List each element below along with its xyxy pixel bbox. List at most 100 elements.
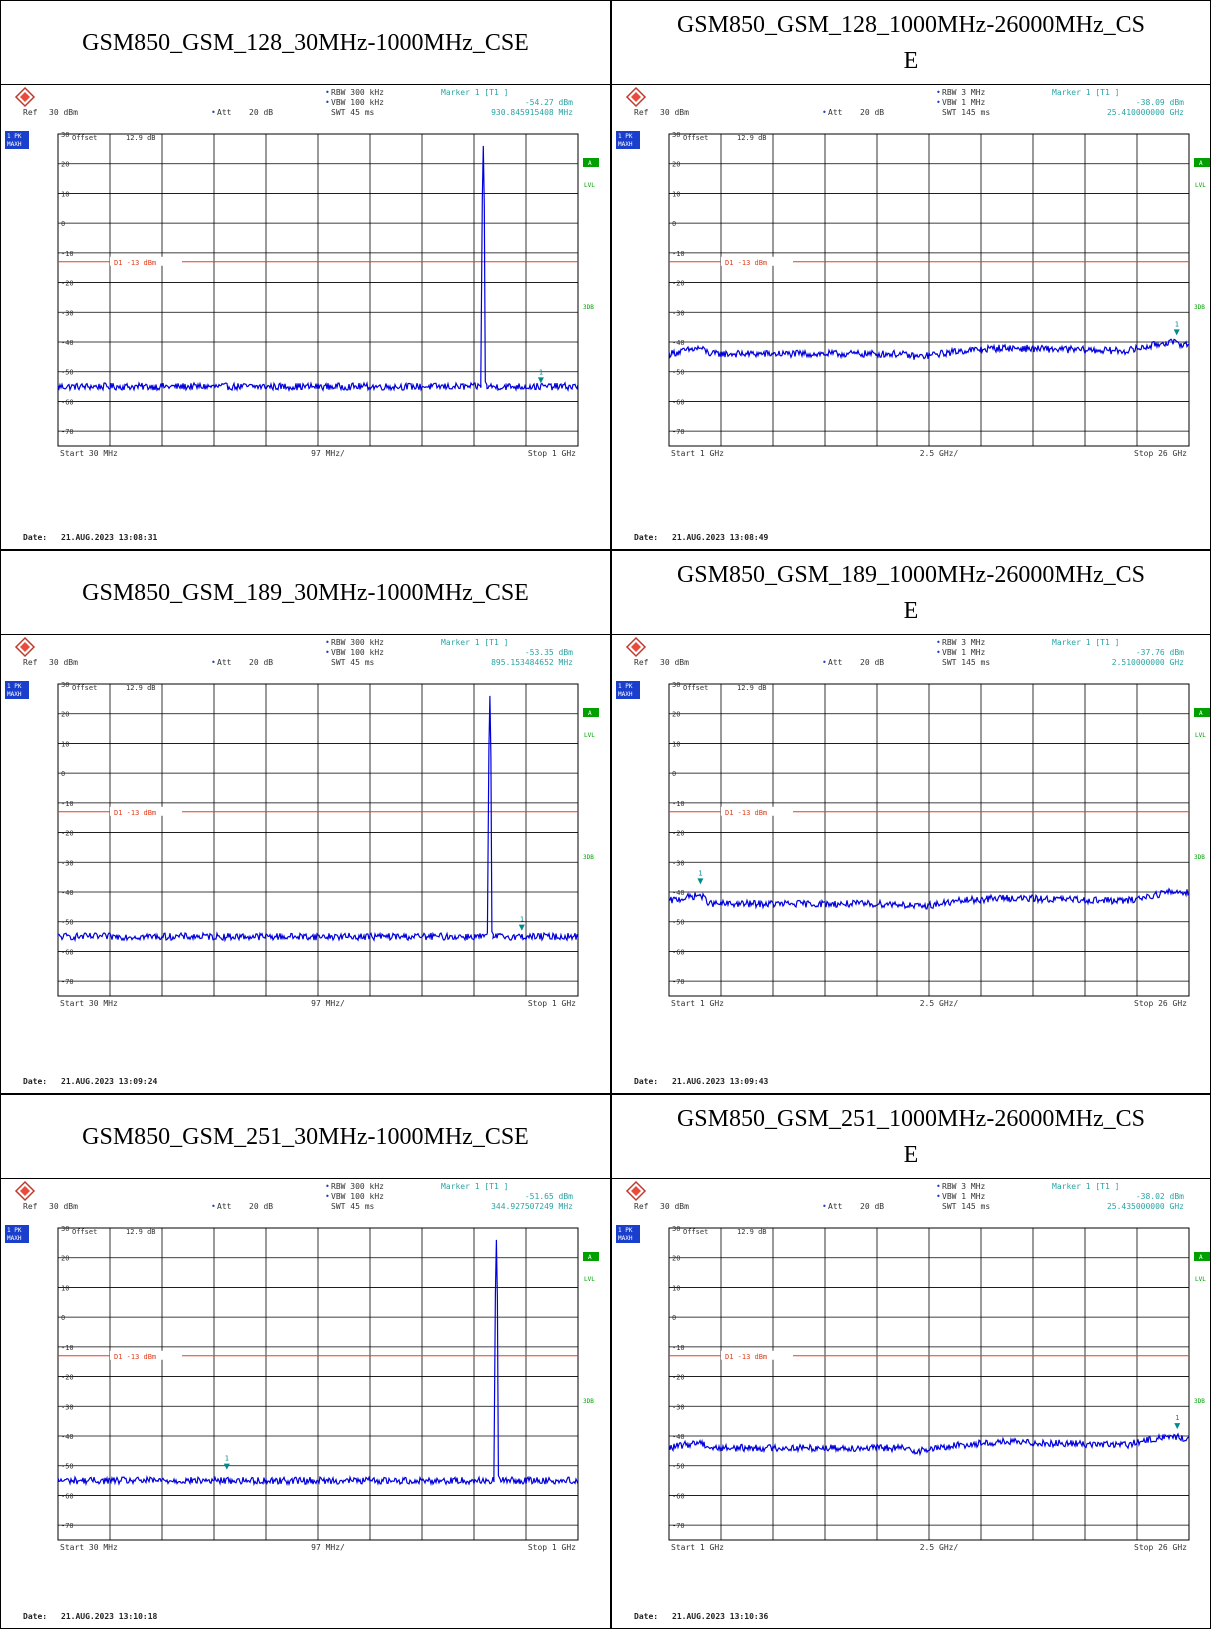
trace-line (57, 695, 579, 943)
y-tick-label: 10 (672, 740, 680, 748)
swt-label: SWT 45 ms (331, 658, 375, 667)
y-tick-label: -20 (672, 1374, 685, 1382)
ref-value: 30 dBm (49, 658, 78, 667)
y-tick-label: -10 (61, 800, 74, 808)
trace-badge (616, 1225, 640, 1243)
att-dot: • (822, 658, 827, 667)
marker-triangle (223, 1463, 230, 1470)
marker-frequency: 25.435000000 GHz (1107, 1202, 1184, 1211)
x-stop-label: Stop 1 GHz (528, 1543, 576, 1552)
x-stop-label: Stop 1 GHz (528, 999, 576, 1008)
att-label: Att (828, 658, 843, 667)
limit-label: D1 -13 dBm (114, 809, 156, 817)
chart-title: GSM850_GSM_189_30MHz-1000MHz_CSE (82, 579, 529, 606)
spectrum-plot-cell: • RBW 3 MHz • VBW 1 MHz SWT 145 ms Marker 1 [… (611, 634, 1211, 1094)
y-tick-label: 10 (672, 1284, 680, 1292)
y-tick-label: -30 (61, 1403, 74, 1411)
limit-label-bg (721, 256, 793, 266)
y-tick-label: -20 (61, 830, 74, 838)
trace-badge (616, 681, 640, 699)
limit-label-bg (110, 256, 182, 266)
lvl-label: LVL (584, 1276, 595, 1283)
vbw-dot: • (325, 648, 330, 657)
y-tick-label: 30 (61, 1225, 69, 1233)
ref-label: Ref (634, 658, 649, 667)
y-tick-label: 30 (672, 681, 680, 689)
a-badge-label: A (588, 1254, 592, 1261)
att-label: Att (828, 108, 843, 117)
x-span-label: 2.5 GHz/ (920, 449, 959, 458)
att-value: 20 dB (860, 108, 884, 117)
logo-diamond-inner (20, 1186, 30, 1196)
vbw-dot: • (936, 98, 941, 107)
rbw-dot: • (325, 1182, 330, 1191)
x-start-label: Start 1 GHz (671, 449, 724, 458)
a-badge-label: A (588, 160, 592, 167)
y-tick-label: -40 (672, 889, 685, 897)
y-tick-label: -10 (61, 1344, 74, 1352)
marker-frequency: 930.845915408 MHz (491, 108, 573, 117)
vbw-label: VBW 100 kHz (331, 1192, 384, 1201)
x-start-label: Start 30 MHz (60, 449, 118, 458)
y-tick-label: 20 (61, 1255, 69, 1263)
logo-diamond-inner (631, 1186, 641, 1196)
rbw-dot: • (325, 88, 330, 97)
trace-badge-line1: 1 PK (7, 133, 22, 140)
offset-label: Offset (683, 1228, 708, 1236)
a-badge (583, 158, 599, 167)
chart-title: GSM850_GSM_189_1000MHz-26000MHz_CSE (676, 561, 1146, 624)
trace-line (57, 1239, 579, 1487)
y-tick-label: -60 (672, 1492, 685, 1500)
logo-diamond-inner (20, 92, 30, 102)
spectrum-grid (57, 133, 579, 447)
y-tick-label: 0 (61, 220, 65, 228)
limit-label-bg (721, 806, 793, 816)
att-dot: • (822, 1202, 827, 1211)
y-tick-label: -30 (672, 309, 685, 317)
trace-badge-line2: MAXH (618, 1235, 633, 1242)
x-start-label: Start 1 GHz (671, 999, 724, 1008)
ref-label: Ref (23, 108, 38, 117)
swt-label: SWT 45 ms (331, 108, 375, 117)
att-value: 20 dB (249, 1202, 273, 1211)
x-stop-label: Stop 26 GHz (1134, 999, 1187, 1008)
offset-value: 12.9 dB (126, 684, 156, 692)
y-tick-label: -40 (61, 339, 74, 347)
marker-triangle (537, 377, 544, 384)
marker-number: 1 (520, 916, 524, 924)
offset-value: 12.9 dB (126, 134, 156, 142)
spectrum-plot-cell: • RBW 300 kHz • VBW 100 kHz SWT 45 ms Marker … (0, 1178, 611, 1629)
y-tick-label: -20 (672, 280, 685, 288)
offset-label: Offset (72, 134, 97, 142)
x-start-label: Start 1 GHz (671, 1543, 724, 1552)
ref-label: Ref (23, 1202, 38, 1211)
offset-value: 12.9 dB (737, 684, 767, 692)
limit-label-bg (721, 1350, 793, 1360)
ref-value: 30 dBm (49, 1202, 78, 1211)
marker-level: -37.76 dBm (1136, 648, 1184, 657)
rohde-schwarz-logo-icon (14, 1180, 36, 1202)
offset-value: 12.9 dB (737, 1228, 767, 1236)
vbw-label: VBW 100 kHz (331, 98, 384, 107)
limit-label: D1 -13 dBm (725, 809, 767, 817)
y-tick-label: -60 (672, 948, 685, 956)
trace-badge-line1: 1 PK (618, 133, 633, 140)
y-tick-label: -60 (672, 398, 685, 406)
offset-label: Offset (683, 134, 708, 142)
y-tick-label: -60 (61, 1492, 74, 1500)
marker-title: Marker 1 [T1 ] (1052, 88, 1119, 97)
y-tick-label: 20 (61, 711, 69, 719)
a-badge (1194, 708, 1210, 717)
x-span-label: 2.5 GHz/ (920, 999, 959, 1008)
spectrum-grid (668, 133, 1190, 447)
x-stop-label: Stop 26 GHz (1134, 449, 1187, 458)
spectrum-plot-cell: • RBW 300 kHz • VBW 100 kHz SWT 45 ms Marker … (0, 84, 611, 550)
y-tick-label: 30 (61, 131, 69, 139)
chart-title-cell: GSM850_GSM_128_30MHz-1000MHz_CSE (0, 0, 611, 85)
trace-badge-line2: MAXH (618, 141, 633, 148)
x-span-label: 2.5 GHz/ (920, 1543, 959, 1552)
